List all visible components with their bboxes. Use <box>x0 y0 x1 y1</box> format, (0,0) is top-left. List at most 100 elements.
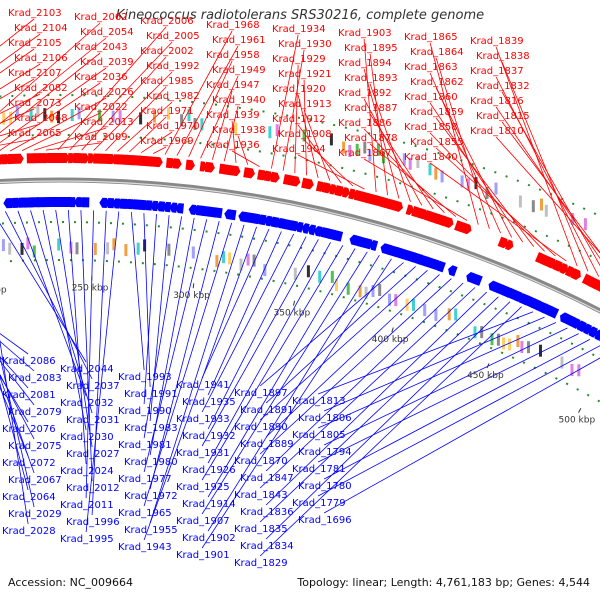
gene-label[interactable]: Krad_1970 <box>146 121 200 132</box>
gene-label[interactable]: Krad_1926 <box>182 465 236 476</box>
gene-label[interactable]: Krad_1860 <box>404 92 458 103</box>
gene-label[interactable]: Krad_2044 <box>60 364 114 375</box>
gene-label[interactable]: Krad_2024 <box>60 466 114 477</box>
gene-label[interactable]: Krad_2029 <box>8 509 62 520</box>
gene-label[interactable]: Krad_1813 <box>292 396 346 407</box>
gene-label[interactable]: Krad_2030 <box>60 432 114 443</box>
gene-label[interactable]: Krad_1862 <box>410 77 464 88</box>
gene-label[interactable]: Krad_2082 <box>14 83 68 94</box>
gene-label[interactable]: Krad_2064 <box>2 492 56 503</box>
gene-label[interactable]: Krad_1840 <box>404 152 458 163</box>
gene-label[interactable]: Krad_1949 <box>212 65 266 76</box>
gene-label[interactable]: Krad_2005 <box>146 31 200 42</box>
gene-label[interactable]: Krad_2036 <box>74 72 128 83</box>
gene-label[interactable]: Krad_1886 <box>338 118 392 129</box>
gene-label[interactable]: Krad_2026 <box>80 87 134 98</box>
gene-label[interactable]: Krad_1838 <box>476 51 530 62</box>
gene-label[interactable]: Krad_1858 <box>404 122 458 133</box>
gene-label[interactable]: Krad_1981 <box>118 440 172 451</box>
gene-label[interactable]: Krad_1870 <box>234 456 288 467</box>
gene-label[interactable]: Krad_1968 <box>206 20 260 31</box>
gene-label[interactable]: Krad_1907 <box>176 516 230 527</box>
gene-label[interactable]: Krad_2072 <box>2 458 56 469</box>
gene-label[interactable]: Krad_1810 <box>470 126 524 137</box>
gene-label[interactable]: Krad_1887 <box>344 103 398 114</box>
gene-label[interactable]: Krad_1903 <box>338 28 392 39</box>
gene-labels[interactable]: Krad_2103 Krad_2104 Krad_2105 Krad_2106 Krad… <box>2 8 530 569</box>
gene-label[interactable]: Krad_2002 <box>140 46 194 57</box>
gene-label[interactable]: Krad_2106 <box>14 53 68 64</box>
gene-label[interactable]: Krad_1932 <box>182 431 236 442</box>
gene-label[interactable]: Krad_1930 <box>278 39 332 50</box>
gene-label[interactable]: Krad_1943 <box>118 542 172 553</box>
gene-label[interactable]: Krad_1947 <box>206 80 260 91</box>
gene-label[interactable]: Krad_2012 <box>66 483 120 494</box>
gene-label[interactable]: Krad_1995 <box>60 534 114 545</box>
gene-label[interactable]: Krad_1969 <box>140 136 194 147</box>
gene-label[interactable]: Krad_1955 <box>124 525 178 536</box>
gene-label[interactable]: Krad_1889 <box>240 439 294 450</box>
gene-label[interactable]: Krad_1780 <box>298 481 352 492</box>
gene-label[interactable]: Krad_2009 <box>74 132 128 143</box>
gene-label[interactable]: Krad_2079 <box>8 407 62 418</box>
gene-label[interactable]: Krad_1991 <box>124 389 178 400</box>
gene-label[interactable]: Krad_2086 <box>2 356 56 367</box>
gene-label[interactable]: Krad_1863 <box>404 62 458 73</box>
gene-label[interactable]: Krad_1914 <box>182 499 236 510</box>
gene-label[interactable]: Krad_1894 <box>338 58 392 69</box>
gene-label[interactable]: Krad_1890 <box>234 422 288 433</box>
gene-label[interactable]: Krad_2037 <box>66 381 120 392</box>
gene-label[interactable]: Krad_2083 <box>8 373 62 384</box>
gene-label[interactable]: Krad_2065 <box>8 128 62 139</box>
gene-label[interactable]: Krad_1865 <box>404 32 458 43</box>
gene-label[interactable]: Krad_1939 <box>206 110 260 121</box>
gene-label[interactable]: Krad_1902 <box>182 533 236 544</box>
gene-label[interactable]: Krad_1934 <box>272 24 326 35</box>
gene-label[interactable]: Krad_2104 <box>14 23 68 34</box>
gene-label[interactable]: Krad_1878 <box>344 133 398 144</box>
gene-label[interactable]: Krad_1912 <box>272 114 326 125</box>
gene-label[interactable]: Krad_1961 <box>212 35 266 46</box>
gene-label[interactable]: Krad_1935 <box>182 397 236 408</box>
gene-label[interactable]: Krad_1971 <box>140 106 194 117</box>
gene-label[interactable]: Krad_1990 <box>118 406 172 417</box>
gene-label[interactable]: Krad_1908 <box>278 129 332 140</box>
gene-label[interactable]: Krad_1985 <box>140 76 194 87</box>
gene-label[interactable]: Krad_2011 <box>60 500 114 511</box>
gene-label[interactable]: Krad_2032 <box>60 398 114 409</box>
gene-label[interactable]: Krad_2062 <box>74 12 128 23</box>
gene-label[interactable]: Krad_1972 <box>124 491 178 502</box>
gene-label[interactable]: Krad_1931 <box>176 448 230 459</box>
gene-label[interactable]: Krad_1867 <box>338 148 392 159</box>
gene-label[interactable]: Krad_2103 <box>8 8 62 19</box>
gene-label[interactable]: Krad_1983 <box>124 423 178 434</box>
gene-label[interactable]: Krad_2076 <box>2 424 56 435</box>
gene-label[interactable]: Krad_1794 <box>298 447 352 458</box>
gene-label[interactable]: Krad_1982 <box>146 91 200 102</box>
gene-label[interactable]: Krad_1816 <box>470 96 524 107</box>
gene-label[interactable]: Krad_1980 <box>124 457 178 468</box>
gene-label[interactable]: Krad_1936 <box>206 140 260 151</box>
gene-label[interactable]: Krad_1913 <box>278 99 332 110</box>
gene-label[interactable]: Krad_1992 <box>146 61 200 72</box>
gene-label[interactable]: Krad_1779 <box>292 498 346 509</box>
gene-label[interactable]: Krad_1781 <box>292 464 346 475</box>
gene-label[interactable]: Krad_2105 <box>8 38 62 49</box>
gene-label[interactable]: Krad_1920 <box>272 84 326 95</box>
gene-label[interactable]: Krad_1839 <box>470 36 524 47</box>
gene-label[interactable]: Krad_1996 <box>66 517 120 528</box>
gene-label[interactable]: Krad_1941 <box>176 380 230 391</box>
gene-label[interactable]: Krad_2006 <box>140 16 194 27</box>
gene-label[interactable]: Krad_1897 <box>234 388 288 399</box>
gene-label[interactable]: Krad_1836 <box>240 507 294 518</box>
gene-label[interactable]: Krad_2027 <box>66 449 120 460</box>
gene-label[interactable]: Krad_2068 <box>14 113 68 124</box>
gene-label[interactable]: Krad_2081 <box>2 390 56 401</box>
gene-label[interactable]: Krad_1921 <box>278 69 332 80</box>
gene-label[interactable]: Krad_1864 <box>410 47 464 58</box>
gene-label[interactable]: Krad_2039 <box>80 57 134 68</box>
gene-label[interactable]: Krad_1805 <box>292 430 346 441</box>
gene-label[interactable]: Krad_2031 <box>66 415 120 426</box>
gene-label[interactable]: Krad_1993 <box>118 372 172 383</box>
gene-label[interactable]: Krad_1847 <box>240 473 294 484</box>
